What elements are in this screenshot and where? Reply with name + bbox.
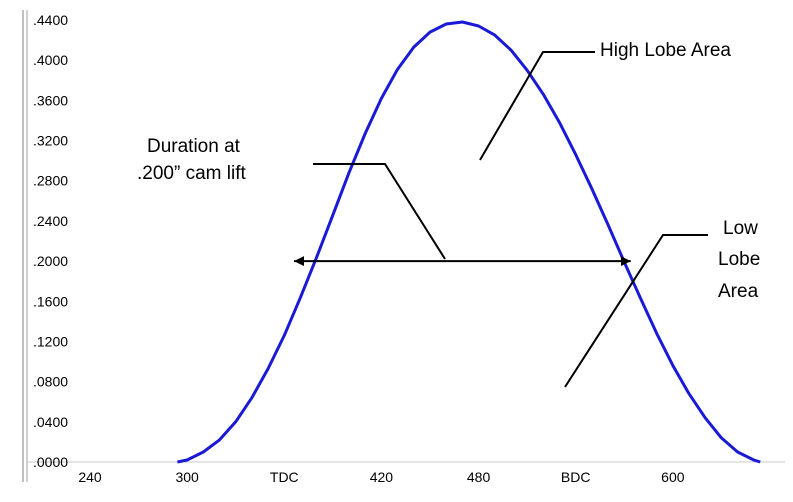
duration-leader-line (313, 163, 446, 260)
x-tick-label: 480 (467, 469, 491, 485)
x-axis-ticks: 240 300 TDC 420 480 BDC 600 (78, 469, 684, 485)
y-tick-label: .3600 (33, 92, 68, 108)
high-lobe-label: High Lobe Area (600, 40, 731, 61)
y-tick-label: .1600 (33, 293, 68, 309)
x-tick-label: BDC (561, 469, 591, 485)
y-tick-label: .0800 (33, 374, 68, 390)
y-tick-label: .1200 (33, 333, 68, 349)
y-tick-label: .3200 (33, 133, 68, 149)
low-lobe-label-line3: Area (718, 281, 759, 302)
annotation-layer: Duration at .200” cam lift High Lobe Are… (137, 40, 760, 388)
x-tick-label: 240 (78, 469, 102, 485)
y-tick-label: .4400 (33, 12, 68, 28)
x-tick-label: 300 (175, 469, 199, 485)
y-tick-label: .2800 (33, 173, 68, 189)
y-tick-label: .4000 (33, 52, 68, 68)
duration-label-line1: Duration at (147, 136, 241, 157)
x-tick-label: 420 (370, 469, 394, 485)
cam-lift-curve (177, 20, 761, 464)
chart-frame-layer (22, 10, 785, 482)
low-lobe-label-line1: Low (723, 218, 758, 239)
y-tick-label: .0400 (33, 414, 68, 430)
low-lobe-leader-line (564, 234, 708, 388)
x-tick-label: 600 (661, 469, 685, 485)
y-tick-label: .2400 (33, 213, 68, 229)
x-tick-label: TDC (270, 469, 299, 485)
y-axis-ticks: .0000 .0400 .0800 .1200 .1600 .2000 .2400 .2800… (33, 12, 68, 470)
series-layer (177, 20, 761, 464)
high-lobe-leader-line (479, 51, 595, 161)
y-tick-label: .0000 (33, 454, 68, 470)
duration-label-line2: .200” cam lift (137, 163, 246, 184)
low-lobe-label-line2: Lobe (718, 249, 760, 270)
y-tick-label: .2000 (33, 253, 68, 269)
